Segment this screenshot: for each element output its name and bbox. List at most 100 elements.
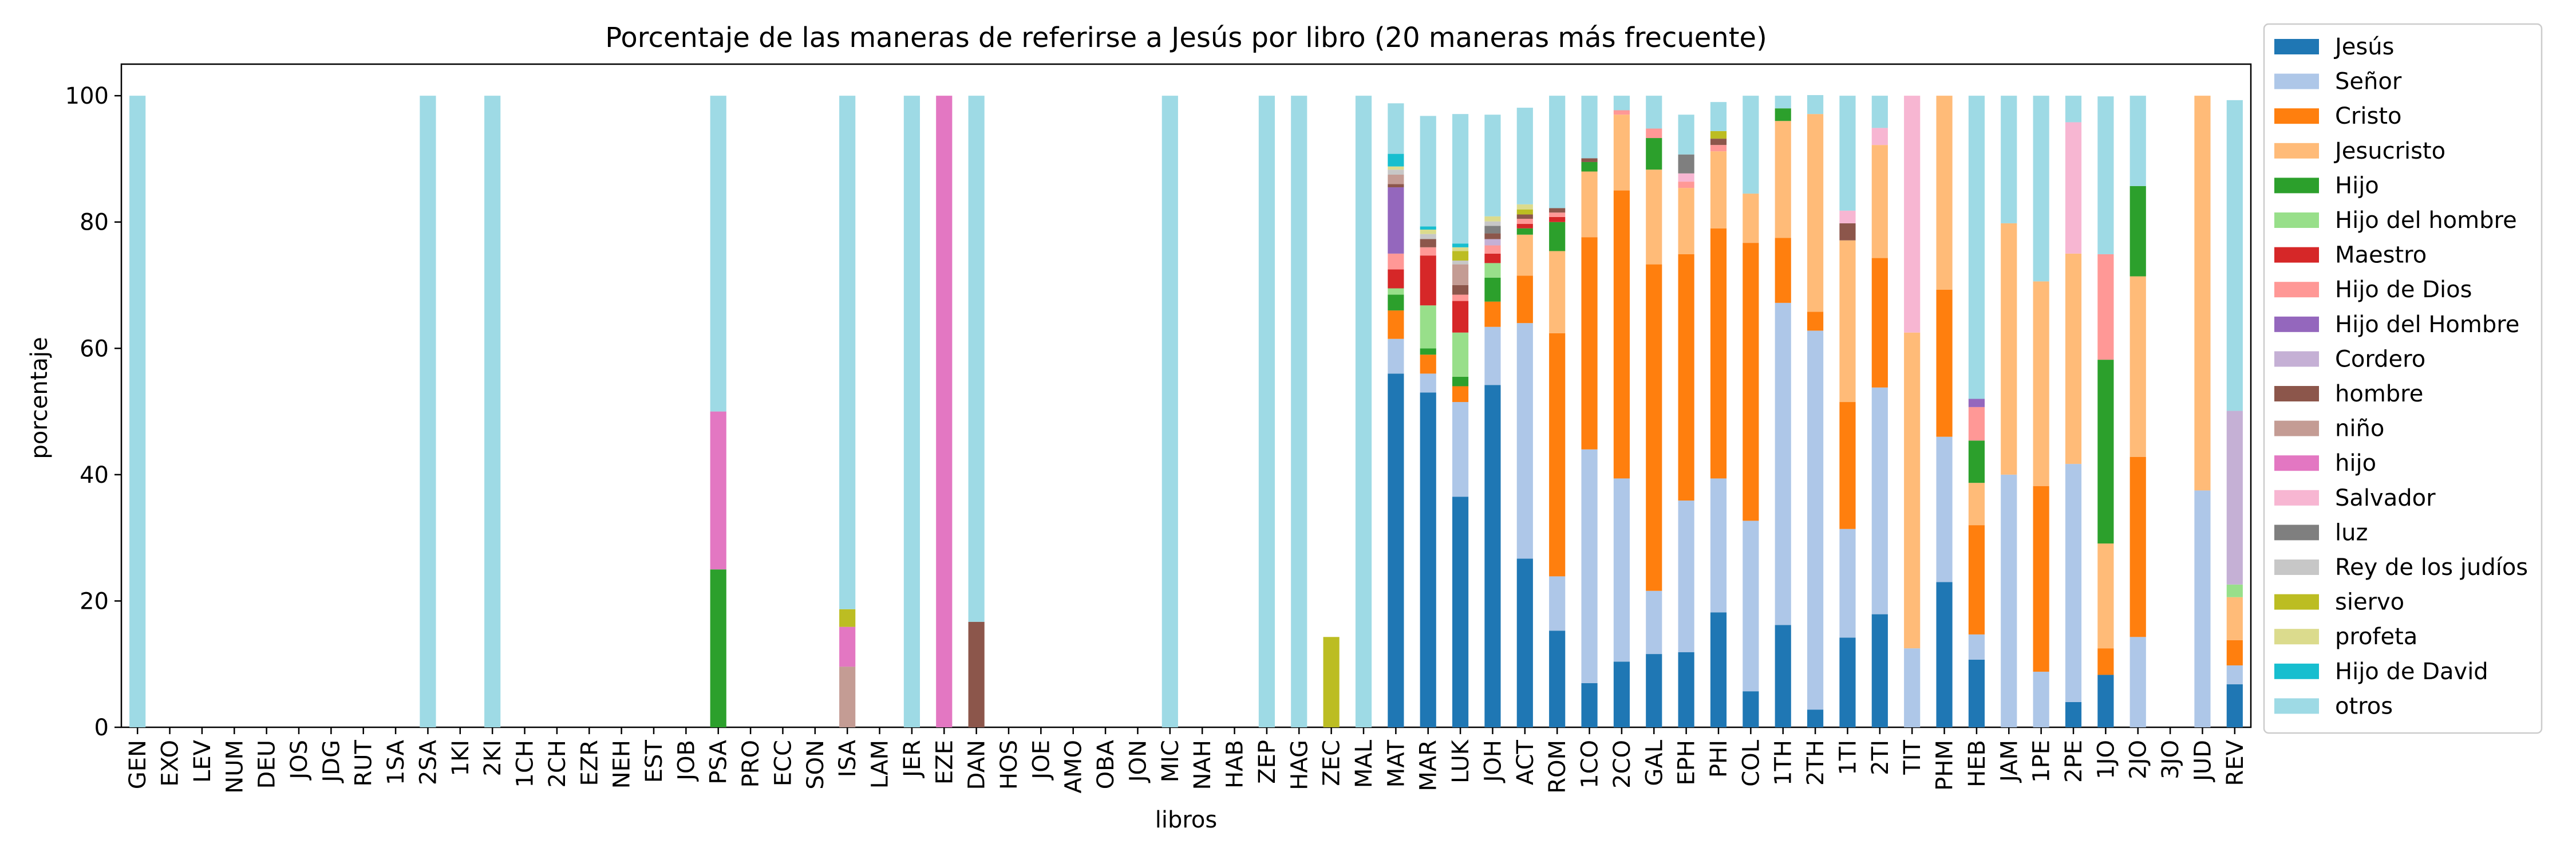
bar-segment xyxy=(710,569,726,727)
legend-frame xyxy=(2263,23,2543,734)
bar-segment xyxy=(1516,219,1533,224)
legend-label: Maestro xyxy=(2335,242,2427,269)
bar-segment xyxy=(1936,289,1953,437)
bars xyxy=(129,95,2243,728)
bar-segment xyxy=(1775,96,1791,109)
bar-segment xyxy=(1646,170,1662,265)
legend-label: Hijo del hombre xyxy=(2335,207,2517,234)
bar-segment xyxy=(2097,675,2114,727)
x-tick-label: JOS xyxy=(286,740,313,781)
bar-segment xyxy=(1484,216,1501,222)
bar-segment xyxy=(1484,385,1501,727)
bar-segment xyxy=(1871,145,1888,258)
x-tick-label: 1TH xyxy=(1771,740,1797,786)
bar-segment xyxy=(1323,637,1340,727)
bar-segment xyxy=(1839,529,1856,638)
x-tick-label: REV xyxy=(2222,739,2249,786)
x-tick-label: DEU xyxy=(254,740,280,789)
y-tick-label: 0 xyxy=(94,715,109,741)
bar-segment xyxy=(2065,253,2082,464)
x-tick-label: MIC xyxy=(1157,740,1184,782)
legend-label: niño xyxy=(2335,416,2384,442)
bar-segment xyxy=(1936,96,1953,290)
legend-swatch xyxy=(2274,420,2319,436)
bar-segment xyxy=(1581,449,1598,683)
bar-segment xyxy=(1646,590,1662,655)
bar-segment xyxy=(2226,640,2243,665)
bar-segment xyxy=(1839,210,1856,223)
bar-segment xyxy=(1968,659,1985,727)
bar-segment xyxy=(2097,360,2114,544)
bar-segment xyxy=(1936,582,1953,727)
x-tick-label: 3JO xyxy=(2158,740,2184,779)
bar-segment xyxy=(420,96,436,728)
bar-segment xyxy=(2129,186,2146,277)
x-tick-label: JDG xyxy=(318,740,345,784)
x-axis-label: libros xyxy=(1155,807,1218,833)
x-tick-label: MAL xyxy=(1351,739,1377,788)
x-tick-label: JOE xyxy=(1028,740,1054,781)
legend-swatch xyxy=(2274,629,2319,645)
bar-segment xyxy=(1678,254,1694,501)
bar-segment xyxy=(1968,483,1985,526)
x-tick-label: JUD xyxy=(2190,740,2216,783)
legend-label: Jesucristo xyxy=(2333,138,2445,164)
legend-label: Rey de los judíos xyxy=(2335,554,2528,581)
legend-swatch xyxy=(2274,698,2319,714)
x-tick-label: ZEC xyxy=(1319,740,1345,786)
bar-segment xyxy=(1871,258,1888,388)
bar-segment xyxy=(1613,96,1630,111)
bar-segment xyxy=(1678,652,1694,727)
legend-swatch xyxy=(2274,386,2319,401)
bar-segment xyxy=(1452,301,1469,333)
bar-segment xyxy=(1388,269,1404,289)
x-tick-label: 1SA xyxy=(383,739,409,785)
bar-segment xyxy=(1420,226,1436,230)
legend-swatch xyxy=(2274,73,2319,89)
legend-label: hijo xyxy=(2335,450,2376,476)
bar-segment xyxy=(1710,612,1727,727)
bar-segment xyxy=(1452,402,1469,497)
bar-segment xyxy=(1388,153,1404,167)
legend-swatch xyxy=(2274,316,2319,332)
y-tick-label: 60 xyxy=(80,336,109,362)
bar-segment xyxy=(1710,131,1727,139)
bar-segment xyxy=(1484,277,1501,302)
bar-segment xyxy=(1743,521,1759,692)
bar-segment xyxy=(1388,288,1404,295)
legend-label: Hijo de David xyxy=(2335,659,2488,685)
x-tick-label: ECC xyxy=(770,740,796,786)
x-tick-label: SON xyxy=(803,740,829,790)
legend: Jesús Señor Cristo Jesucristo Hijo Hijo del h… xyxy=(2263,23,2543,734)
bar-segment xyxy=(1420,234,1436,239)
x-tick-label: RUT xyxy=(351,739,377,786)
bar-segment xyxy=(1484,263,1501,278)
bar-segment xyxy=(1549,216,1566,222)
bar-segment xyxy=(903,96,920,728)
bar-segment xyxy=(1646,264,1662,591)
x-tick-label: JOH xyxy=(1480,740,1506,783)
bar-segment xyxy=(1549,631,1566,727)
bar-segment xyxy=(2097,648,2114,675)
bar-segment xyxy=(1968,440,1985,483)
bar-segment xyxy=(1516,558,1533,727)
bar-segment xyxy=(1355,96,1372,728)
bar-segment xyxy=(1775,121,1791,238)
bar-segment xyxy=(2226,100,2243,411)
bar-segment xyxy=(2033,281,2049,486)
bar-segment xyxy=(1678,115,1694,155)
bar-segment xyxy=(1388,253,1404,270)
bar-segment xyxy=(1420,354,1436,374)
legend-label: Hijo xyxy=(2335,172,2379,199)
bar-segment xyxy=(1516,209,1533,215)
bar-segment xyxy=(968,621,985,727)
bar-segment xyxy=(1161,96,1178,728)
bar-segment xyxy=(1581,158,1598,162)
bar-segment xyxy=(1549,251,1566,333)
bar-segment xyxy=(1743,194,1759,243)
x-tick-label: ZEP xyxy=(1254,740,1281,784)
x-tick-label: 1CH xyxy=(512,740,539,787)
x-tick-label: NAH xyxy=(1190,740,1216,790)
bar-segment xyxy=(1646,96,1662,129)
bar-segment xyxy=(1484,253,1501,263)
